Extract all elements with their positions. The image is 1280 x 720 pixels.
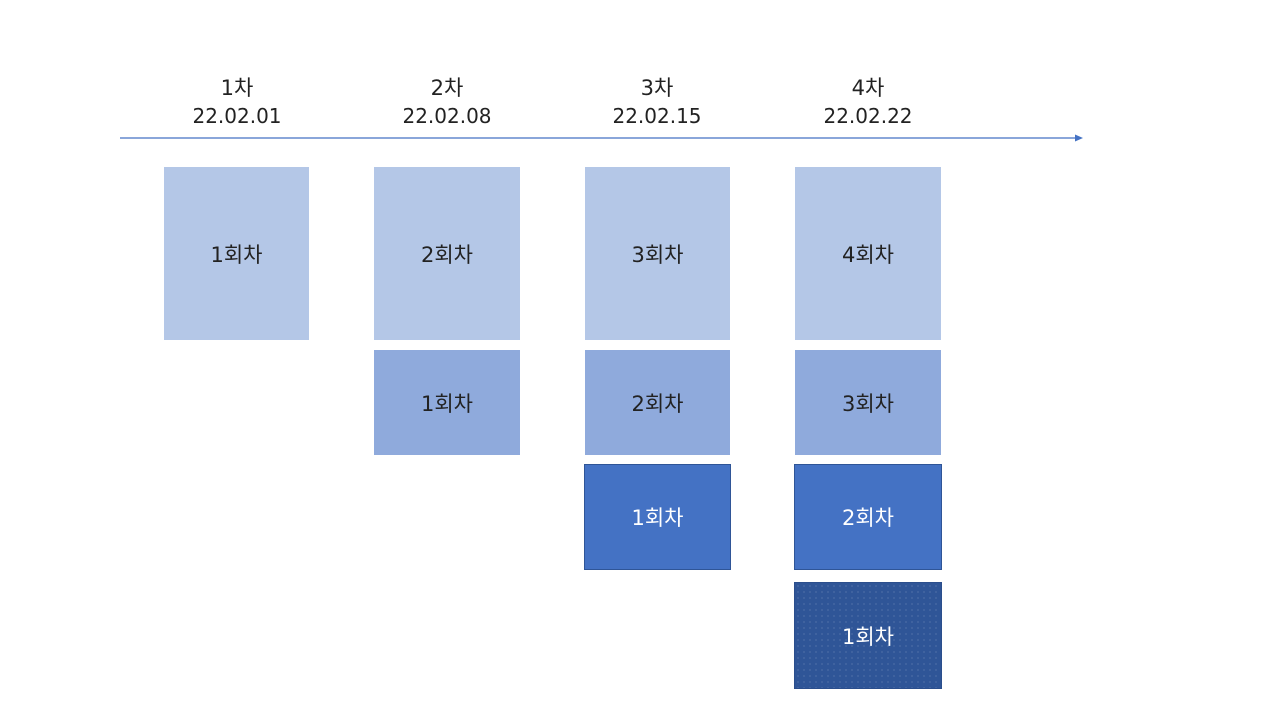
date-label: 22.02.08: [402, 104, 492, 128]
session-block-col3-row1: 3회차: [585, 167, 730, 340]
round-label: 4차: [851, 76, 885, 100]
session-block-col2-row2: 1회차: [374, 350, 520, 455]
round-label: 2차: [430, 76, 464, 100]
session-label: 2회차: [420, 242, 473, 267]
arrow-head-icon: [1075, 134, 1083, 142]
round-label: 1차: [220, 76, 254, 100]
round-label: 3차: [640, 76, 674, 100]
session-label: 1회차: [631, 506, 684, 530]
date-label: 22.02.15: [612, 104, 702, 128]
session-label: 1회차: [420, 391, 473, 416]
timeline-arrow: [120, 134, 1083, 142]
session-label: 1회차: [210, 242, 263, 267]
session-label: 2회차: [631, 391, 684, 416]
session-block-col3-row3: 1회차: [584, 464, 731, 570]
column-header-1: 1차 22.02.01: [162, 74, 312, 130]
session-label: 2회차: [841, 506, 894, 530]
session-block-col2-row1: 2회차: [374, 167, 520, 340]
column-header-2: 2차 22.02.08: [372, 74, 522, 130]
session-label: 4회차: [841, 242, 894, 267]
session-block-col1-row1: 1회차: [164, 167, 309, 340]
session-block-col4-row4: 1회차: [794, 582, 942, 689]
session-block-col4-row2: 3회차: [795, 350, 941, 455]
session-block-col4-row3: 2회차: [794, 464, 942, 570]
column-header-3: 3차 22.02.15: [582, 74, 732, 130]
column-header-4: 4차 22.02.22: [793, 74, 943, 130]
date-label: 22.02.01: [192, 104, 282, 128]
session-block-col3-row2: 2회차: [585, 350, 730, 455]
session-label: 3회차: [841, 391, 894, 416]
date-label: 22.02.22: [823, 104, 913, 128]
session-label: 1회차: [841, 624, 894, 649]
session-block-col4-row1: 4회차: [795, 167, 941, 340]
session-label: 3회차: [631, 242, 684, 267]
